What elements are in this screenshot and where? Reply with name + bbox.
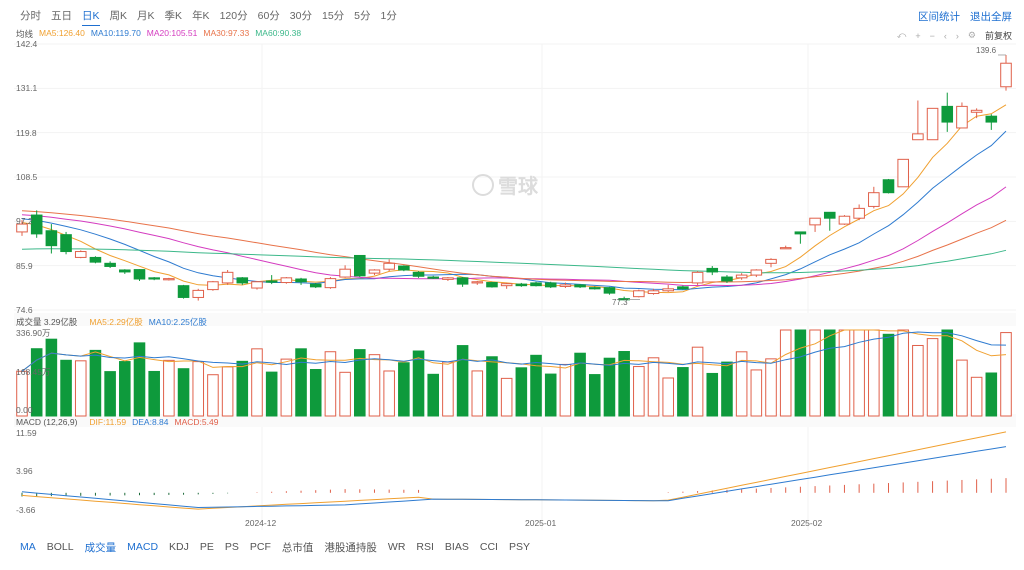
ma-legend: 均线 MA5:126.40 MA10:119.70 MA20:105.51 MA30:…	[16, 28, 301, 40]
period-tab-6[interactable]: 年K	[192, 10, 210, 22]
period-tab-12[interactable]: 1分	[380, 10, 397, 22]
zoom-in-icon[interactable]: +	[915, 30, 921, 41]
interval-stats-link[interactable]: 区间统计	[918, 11, 960, 23]
period-tabs-bar: 分时 五日 日K 周K 月K 季K 年K 120分 60分 30分 15分 5分 1分 区间统计 退出全…	[0, 0, 1024, 28]
price-axis-label: 108.5	[16, 172, 38, 182]
period-tabs: 分时 五日 日K 周K 月K 季K 年K 120分 60分 30分 15分 5分 1分	[20, 9, 407, 26]
price-axis-label: 119.8	[16, 127, 37, 138]
ma-legend-title: 均线	[16, 29, 34, 39]
macd-axis-mid: 3.96	[16, 466, 33, 476]
scroll-left-icon[interactable]: ‹	[943, 30, 947, 41]
volume-axis-mid: 168.45万	[16, 367, 51, 377]
indicator-tab-14[interactable]: PSY	[508, 541, 530, 553]
period-tab-5[interactable]: 季K	[164, 10, 183, 22]
macd-axis-max: 11.59	[16, 428, 37, 438]
volume-axis-zero: 0.00	[16, 405, 33, 415]
macd-dif: DIF:11.59	[89, 417, 127, 427]
indicator-tab-4[interactable]: KDJ	[169, 541, 189, 553]
period-tab-8[interactable]: 60分	[257, 10, 280, 22]
period-tab-4[interactable]: 月K	[137, 10, 155, 22]
price-axis-label: 74.6	[16, 305, 33, 315]
macd-title: MACD (12,26,9)	[16, 417, 78, 427]
price-adjust-select[interactable]: 前复权	[984, 31, 1012, 41]
indicator-tab-1[interactable]: BOLL	[46, 541, 74, 553]
indicator-tab-11[interactable]: RSI	[416, 541, 434, 553]
volume-title: 成交量 3.29亿股	[16, 317, 78, 327]
indicator-tab-0[interactable]: MA	[20, 541, 36, 553]
price-axis-label: 85.9	[16, 260, 33, 271]
price-axis-label: 97.2	[16, 216, 33, 227]
indicator-tab-9[interactable]: 港股通持股	[324, 541, 377, 554]
period-tab-7[interactable]: 120分	[219, 10, 248, 22]
scroll-right-icon[interactable]: ›	[955, 30, 959, 41]
indicator-tabs: MA BOLL 成交量 MACD KDJ PE PS PCF 总市值 港股通持股 WR RSI BIAS…	[0, 533, 1024, 561]
indicator-tab-3[interactable]: MACD	[127, 541, 159, 553]
macd-legend: MACD (12,26,9) DIF:11.59 DEA:8.84 MACD:5…	[16, 417, 218, 427]
ma-legend-item-1: MA10:119.70	[90, 28, 141, 38]
macd-dea: DEA:8.84	[132, 417, 169, 427]
settings-icon[interactable]: ⚙	[967, 30, 976, 40]
period-tab-9[interactable]: 30分	[289, 10, 312, 22]
period-tab-1[interactable]: 五日	[51, 10, 72, 22]
indicator-tab-5[interactable]: PE	[199, 541, 214, 553]
indicator-tab-2[interactable]: 成交量	[84, 541, 117, 554]
date-axis-label: 2025-02	[791, 518, 823, 528]
ma-legend-item-3: MA30:97.33	[203, 28, 250, 38]
exit-fullscreen-link[interactable]: 退出全屏	[970, 11, 1012, 23]
indicator-tab-12[interactable]: BIAS	[444, 541, 469, 553]
price-axis-label: 131.1	[16, 83, 38, 94]
date-axis-label: 2024-12	[245, 518, 277, 528]
high-price-marker: 139.6	[976, 46, 997, 55]
period-tab-10[interactable]: 15分	[321, 10, 345, 22]
macd-value: MACD:5.49	[174, 417, 219, 427]
ma-legend-item-0: MA5:126.40	[39, 28, 85, 38]
ma-legend-item-4: MA60:90.38	[255, 28, 302, 38]
volume-legend: 成交量 3.29亿股 MA5:2.29亿股 MA10:2.25亿股	[16, 316, 207, 328]
volume-ma10: MA10:2.25亿股	[148, 317, 207, 327]
volume-axis-max: 336.90万	[16, 328, 51, 338]
period-tab-0[interactable]: 分时	[20, 10, 41, 22]
top-right-actions: 区间统计 退出全屏	[918, 9, 1012, 24]
indicator-tab-8[interactable]: 总市值	[281, 541, 314, 554]
volume-ma5: MA5:2.29亿股	[89, 317, 143, 327]
date-axis-label: 2025-01	[525, 518, 557, 528]
zoom-out-icon[interactable]: −	[929, 30, 935, 41]
period-tab-11[interactable]: 5分	[354, 10, 371, 22]
undo-icon[interactable]: ⤺	[896, 30, 907, 40]
low-price-marker: 77.3	[612, 298, 628, 307]
indicator-tab-6[interactable]: PS	[224, 541, 239, 553]
xueqiu-logo-icon	[472, 173, 494, 196]
period-tab-2[interactable]: 日K	[82, 9, 100, 26]
macd-axis-min: -3.66	[16, 505, 36, 515]
indicator-tab-13[interactable]: CCI	[479, 541, 498, 553]
period-tab-3[interactable]: 周K	[109, 10, 128, 22]
indicator-tab-7[interactable]: PCF	[249, 541, 271, 553]
price-axis-label: 142.4	[16, 39, 38, 49]
ma-legend-item-2: MA20:105.51	[146, 28, 198, 38]
indicator-tab-10[interactable]: WR	[387, 541, 406, 553]
chart-tools: ⤺ + − ‹ › ⚙ 前复权	[897, 29, 1012, 42]
xueqiu-watermark: 雪球	[472, 170, 538, 199]
